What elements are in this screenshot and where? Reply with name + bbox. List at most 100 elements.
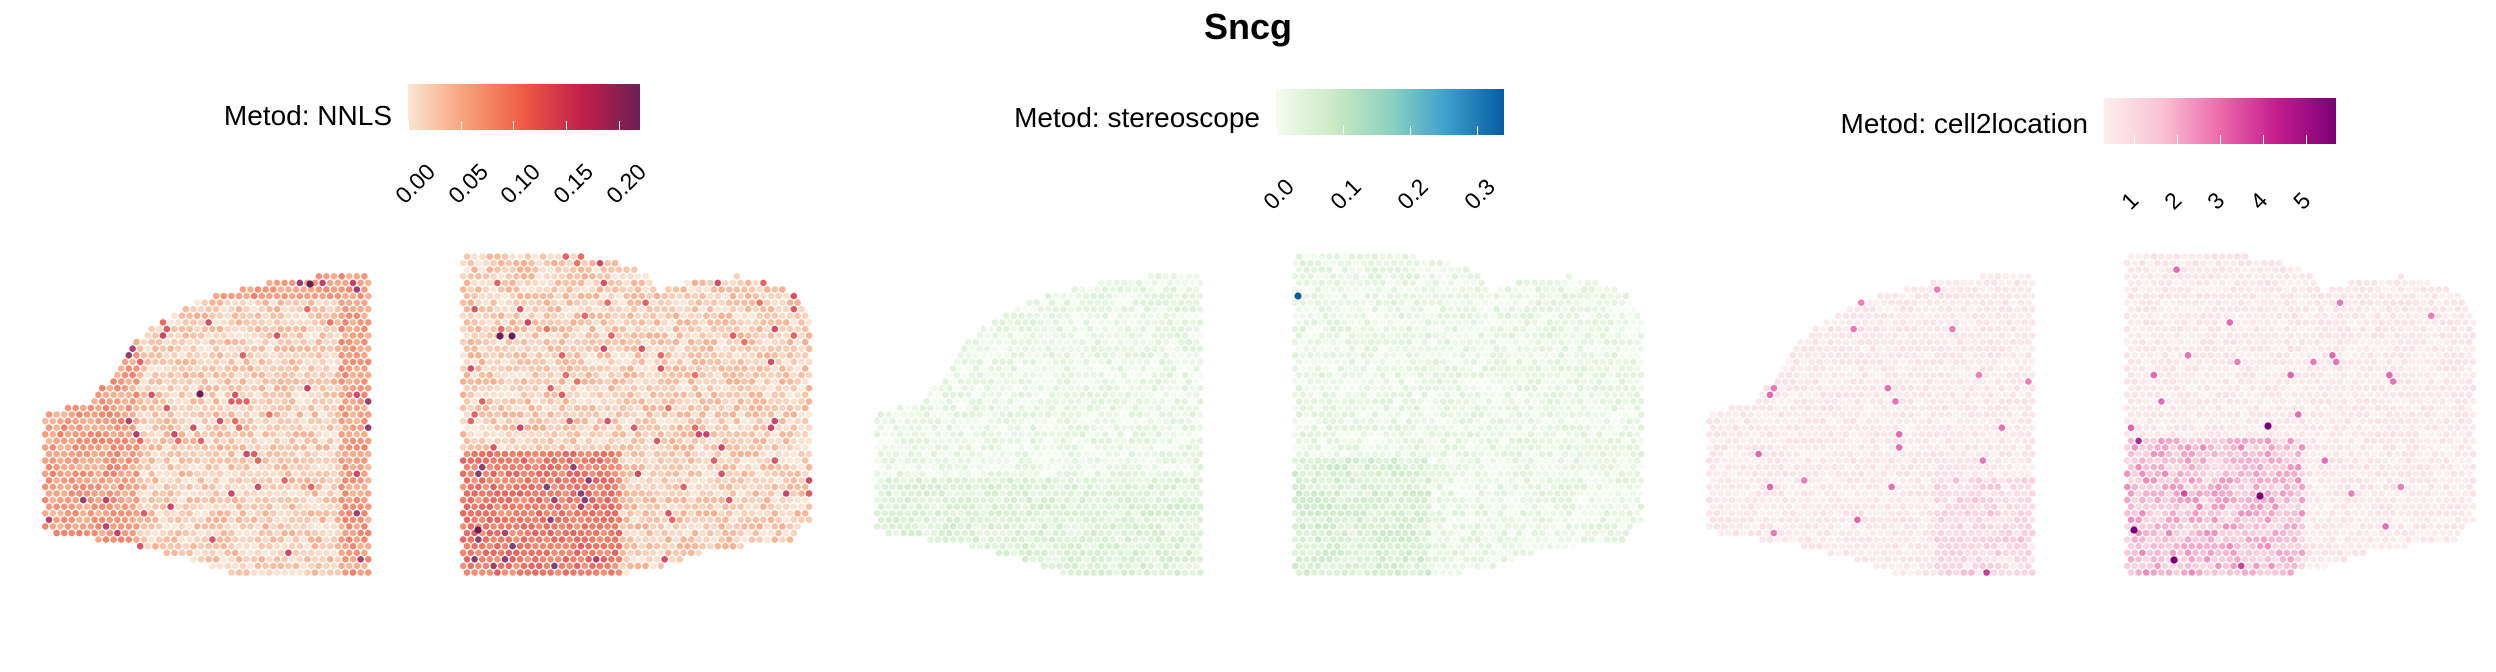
tissue-spot <box>600 450 608 458</box>
tissue-spot <box>1117 391 1124 399</box>
tissue-spot <box>361 378 368 385</box>
tissue-spot <box>592 477 600 484</box>
tissue-spot <box>171 536 178 543</box>
tissue-spot <box>459 510 467 517</box>
tissue-spot <box>733 444 741 451</box>
tissue-spot <box>672 483 680 491</box>
tissue-spot <box>1029 305 1037 313</box>
tissue-spot <box>1022 477 1029 484</box>
tissue-spot <box>748 510 756 517</box>
tissue-spot <box>539 384 547 392</box>
tissue-spot <box>718 325 725 333</box>
tissue-spot <box>1041 391 1048 399</box>
tissue-spot <box>999 424 1006 432</box>
tissue-spot <box>972 444 980 451</box>
tissue-spot <box>718 536 725 543</box>
tissue-spot <box>1082 345 1090 353</box>
tissue-spot <box>790 384 798 392</box>
tissue-spot <box>942 378 949 385</box>
tissue-spot <box>687 352 695 359</box>
tissue-spot <box>486 305 494 313</box>
tissue-spot <box>516 463 524 471</box>
tissue-spot <box>661 398 668 405</box>
tissue-spot <box>163 404 171 412</box>
tissue-spot <box>1010 510 1018 517</box>
tissue-spot <box>478 503 486 511</box>
tissue-spot <box>349 477 357 484</box>
tissue-spot <box>205 556 212 563</box>
tissue-spot <box>209 457 216 464</box>
tissue-spot <box>349 398 357 405</box>
tissue-spot <box>197 319 205 326</box>
tissue-spot <box>676 463 684 471</box>
tissue-spot <box>224 444 231 451</box>
tissue-spot <box>1079 496 1086 504</box>
tissue-spot <box>1147 365 1155 372</box>
tissue-spot <box>1075 384 1082 392</box>
tissue-spot <box>1101 496 1109 504</box>
tissue-spot <box>490 523 497 530</box>
tissue-spot <box>1052 319 1060 326</box>
tissue-spot <box>957 378 965 385</box>
tissue-spot <box>509 503 516 511</box>
tissue-spot <box>231 562 239 570</box>
tissue-spot <box>699 424 706 432</box>
tissue-spot <box>972 457 980 464</box>
tissue-spot <box>543 338 551 346</box>
tissue-spot <box>520 338 528 346</box>
tissue-spot <box>532 411 539 418</box>
tissue-spot <box>509 477 516 484</box>
tissue-spot <box>1033 404 1041 412</box>
tissue-spot <box>642 312 649 320</box>
tissue-spot <box>91 516 98 524</box>
tissue-spot <box>1086 404 1094 412</box>
tissue-spot <box>1155 312 1162 320</box>
tissue-spot <box>1010 470 1018 478</box>
tissue-spot <box>266 345 273 353</box>
tissue-spot <box>228 490 235 497</box>
tissue-spot <box>1014 490 1022 497</box>
tissue-spot <box>756 352 763 359</box>
tissue-spot <box>1166 345 1174 353</box>
tissue-spot <box>911 417 919 425</box>
tissue-spot <box>558 417 566 425</box>
tissue-spot <box>566 365 573 372</box>
tissue-spot <box>315 470 323 478</box>
tissue-spot <box>615 371 623 379</box>
tissue-spot <box>699 358 706 366</box>
tissue-spot <box>1113 516 1120 524</box>
tissue-spot <box>98 398 106 405</box>
tissue-spot <box>623 305 630 313</box>
tissue-spot <box>459 457 467 464</box>
tissue-spot <box>239 299 247 307</box>
tissue-spot <box>543 325 551 333</box>
tissue-spot <box>140 510 148 517</box>
tissue-spot <box>1025 404 1033 412</box>
tissue-spot <box>623 424 630 432</box>
tissue-spot <box>467 562 475 570</box>
tissue-spot <box>1132 510 1139 517</box>
tissue-spot <box>911 470 919 478</box>
tissue-spot <box>581 457 589 464</box>
tissue-spot <box>1056 378 1063 385</box>
tissue-spot <box>250 411 258 418</box>
tissue-spot <box>1166 516 1174 524</box>
tissue-spot <box>577 332 585 339</box>
tissue-spot <box>1136 279 1143 287</box>
tissue-spot <box>1014 411 1022 418</box>
tissue-spot <box>167 345 174 353</box>
tissue-spot <box>315 338 323 346</box>
tissue-spot <box>638 292 646 300</box>
tissue-spot <box>680 312 687 320</box>
tissue-spot <box>262 457 269 464</box>
tissue-spot <box>136 450 144 458</box>
tissue-spot <box>771 404 779 412</box>
tissue-spot <box>668 411 676 418</box>
tissue-spot <box>49 483 57 491</box>
tissue-spot <box>1193 431 1200 438</box>
tissue-spot <box>672 431 680 438</box>
tissue-spot <box>554 516 562 524</box>
tissue-spot <box>319 556 326 563</box>
tissue-spot <box>619 483 627 491</box>
tissue-spot <box>756 444 763 451</box>
